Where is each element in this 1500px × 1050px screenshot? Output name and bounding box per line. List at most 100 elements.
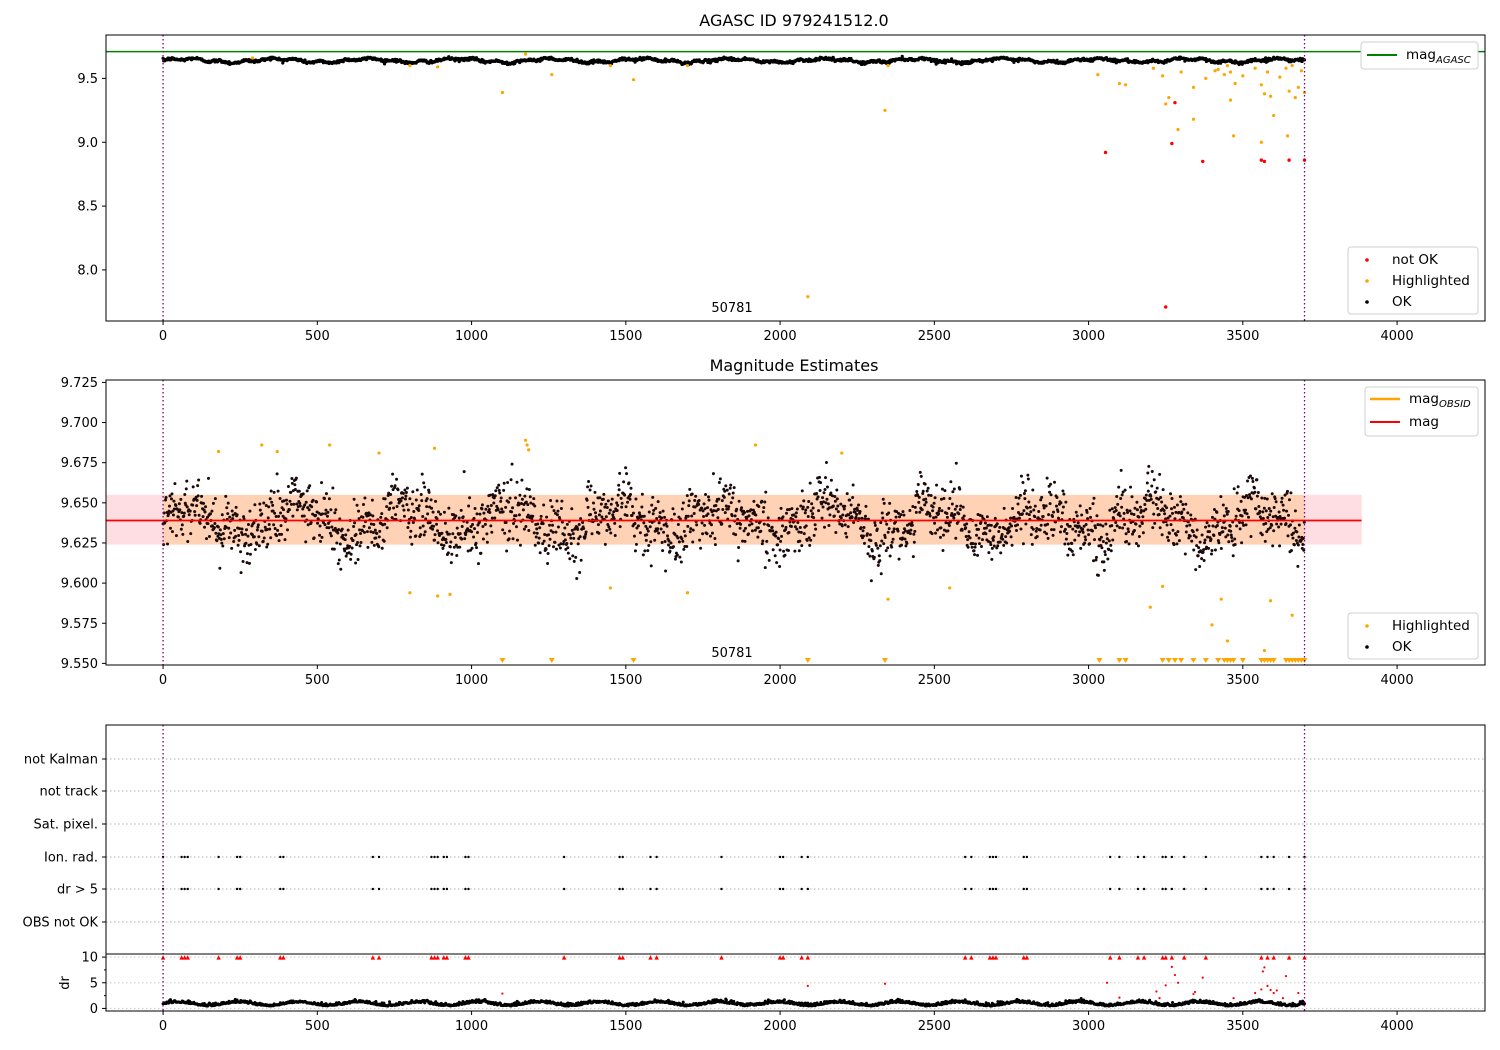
data-point-ok (524, 525, 528, 529)
data-point-ok (975, 533, 979, 537)
data-point-ok (377, 535, 381, 539)
data-point-ok (257, 535, 261, 539)
data-point-ok (709, 523, 713, 527)
data-point-ok (1165, 506, 1169, 510)
data-point-ok (1022, 492, 1026, 496)
data-point-ok (787, 530, 791, 534)
data-point-ok (779, 539, 783, 543)
data-point-ok (833, 495, 837, 499)
data-point-ok (179, 527, 183, 531)
data-point-ok (197, 478, 201, 482)
y-tick-label: 9.575 (61, 617, 98, 632)
data-point-ok (951, 490, 955, 494)
data-point-ok (836, 504, 840, 508)
data-point-ok (1140, 522, 1144, 526)
data-point-ok (1154, 490, 1158, 494)
data-point-ok (506, 481, 510, 485)
data-point-ok (404, 494, 408, 498)
data-point-ok (1056, 510, 1060, 514)
data-point-ok (1095, 514, 1099, 518)
flag-marker (238, 887, 242, 891)
data-point-ok (594, 515, 598, 519)
data-point-ok (778, 565, 782, 569)
data-point-ok (1223, 526, 1227, 530)
data-point-ok (366, 545, 370, 549)
data-point-highlighted (1293, 95, 1297, 100)
data-point-ok (864, 504, 868, 508)
data-point-ok (1094, 555, 1098, 559)
data-point-ok (672, 512, 676, 516)
data-point-ok (498, 491, 502, 495)
flag-marker (1260, 887, 1263, 891)
data-point-ok (1230, 535, 1234, 539)
data-point-ok (828, 513, 832, 517)
x-tick-label: 4000 (1381, 673, 1414, 688)
data-point-ok (1225, 512, 1229, 516)
data-point-highlighted (608, 64, 612, 68)
data-point-ok (966, 538, 970, 542)
data-point-ok (200, 494, 204, 498)
data-point-ok (1238, 520, 1242, 524)
data-point-ok (693, 498, 697, 502)
data-point-ok (258, 508, 262, 512)
flag-marker (430, 887, 433, 891)
data-point-ok (1055, 496, 1059, 500)
data-point-ok (511, 537, 515, 541)
data-point-ok (1051, 533, 1055, 537)
data-point-ok (561, 542, 565, 546)
data-point-highlighted (1164, 102, 1168, 106)
data-point-ok (623, 493, 627, 497)
data-point-ok (370, 498, 374, 502)
data-point-ok (578, 535, 582, 539)
data-point-ok (1081, 530, 1085, 534)
data-point-ok (886, 530, 890, 534)
data-point-not-ok (1287, 158, 1291, 162)
data-point-ok (938, 506, 942, 510)
data-point-ok (1105, 532, 1109, 536)
data-point-ok (182, 514, 186, 518)
data-point-highlighted (1191, 117, 1196, 121)
data-point-ok (1211, 524, 1215, 528)
data-point-ok (1230, 539, 1234, 543)
data-point-ok (630, 505, 634, 509)
data-point-ok (958, 487, 962, 491)
data-point-ok (1277, 510, 1281, 514)
data-point-ok (1274, 500, 1278, 504)
data-point-ok (436, 541, 440, 545)
data-point-ok (1151, 501, 1155, 505)
data-point-ok (774, 534, 778, 538)
data-point-ok (998, 525, 1002, 529)
data-point-ok (824, 461, 828, 465)
middle-chart-annotation: 50781 (711, 646, 752, 661)
data-point-ok (509, 478, 513, 482)
data-point-ok (1116, 502, 1120, 506)
data-point-ok (661, 509, 665, 513)
data-point-ok (757, 504, 761, 508)
data-point-ok (697, 499, 701, 503)
data-point-ok (867, 545, 871, 549)
data-point-ok (308, 484, 312, 488)
data-point-ok (821, 505, 825, 509)
data-point-ok (1279, 522, 1283, 526)
data-point-ok (834, 531, 838, 535)
data-point-ok (707, 495, 710, 499)
data-point-ok (442, 543, 446, 547)
flag-marker (1161, 887, 1164, 891)
data-point-ok (832, 514, 836, 518)
data-point-ok (1235, 524, 1239, 528)
data-point-ok (737, 545, 741, 549)
data-point-ok (407, 521, 411, 525)
data-point-ok (1154, 502, 1158, 506)
data-point-ok (786, 549, 790, 553)
data-point-ok (295, 508, 299, 512)
data-point-highlighted (1262, 92, 1267, 96)
data-point-highlighted (1219, 597, 1223, 601)
data-point-ok (1044, 504, 1048, 508)
data-point-ok (700, 521, 704, 525)
data-point-ok (507, 500, 511, 504)
x-tick-label: 3000 (1072, 329, 1105, 344)
data-point-ok (261, 539, 265, 543)
data-point-ok (649, 540, 653, 544)
data-point-ok (912, 532, 916, 536)
data-point-ok (891, 537, 895, 541)
